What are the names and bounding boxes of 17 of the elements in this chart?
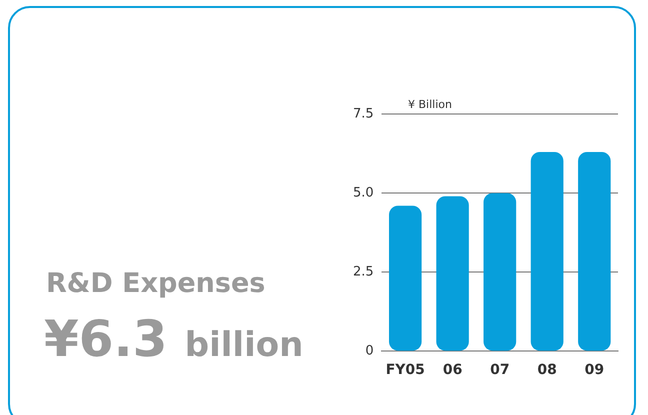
bar [436, 196, 469, 351]
x-tick-label: FY05 [386, 362, 425, 378]
text: ¥6.3 billion [44, 310, 304, 368]
x-tick-label: 08 [537, 362, 557, 378]
y-axis-title: ¥ Billion [408, 98, 452, 111]
y-tick-label: 0 [365, 344, 374, 359]
x-tick-label: 09 [584, 362, 604, 378]
x-tick-label: 06 [442, 362, 462, 378]
y-tick-label: 2.5 [352, 264, 374, 280]
bar [578, 152, 611, 351]
y-tick-label: 5.0 [352, 185, 374, 200]
y-tick-label: 7.5 [352, 106, 374, 122]
bar [530, 152, 564, 351]
text: R&D Expenses [46, 268, 266, 299]
x-tick-label: 07 [490, 362, 510, 378]
bar [389, 206, 422, 351]
bar [484, 193, 516, 351]
